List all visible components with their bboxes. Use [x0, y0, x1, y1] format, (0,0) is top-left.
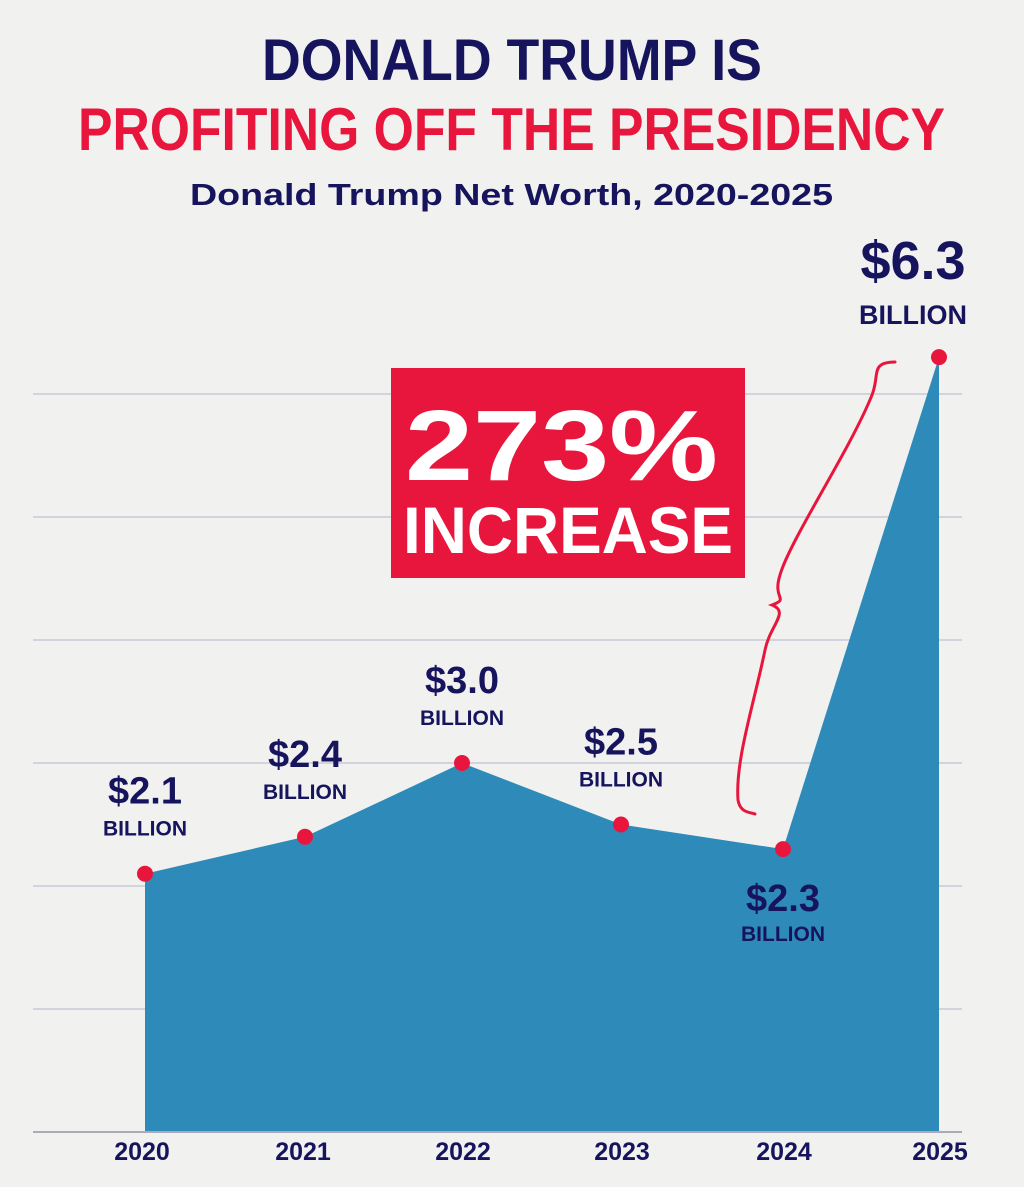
chart-subtitle: Donald Trump Net Worth, 2020-2025 [190, 177, 833, 212]
data-label-unit-2025: BILLION [859, 300, 967, 330]
data-label-unit-2023: BILLION [579, 769, 663, 792]
data-point-2020 [137, 865, 153, 882]
data-points [137, 349, 947, 882]
title-line-1: DONALD TRUMP IS [262, 28, 762, 93]
data-label-value-2020: $2.1 [108, 771, 182, 813]
x-tick-2020: 2020 [114, 1138, 170, 1166]
data-point-2024 [775, 841, 791, 858]
increase-brace [736, 360, 897, 816]
data-point-2023 [613, 816, 629, 833]
data-point-2022 [454, 755, 470, 771]
data-label-value-2021: $2.4 [268, 734, 342, 776]
data-labels: $2.1 BILLION $2.4 BILLION $3.0 BILLION $… [103, 231, 967, 946]
callout-percent: 273% [405, 390, 718, 502]
data-label-unit-2020: BILLION [103, 818, 187, 841]
net-worth-area [145, 357, 939, 1133]
data-label-unit-2022: BILLION [420, 707, 504, 730]
data-label-value-2023: $2.5 [584, 722, 658, 764]
x-tick-2024: 2024 [756, 1138, 812, 1166]
callout-box [391, 368, 745, 578]
data-label-unit-2021: BILLION [263, 781, 347, 804]
data-point-2021 [297, 828, 313, 845]
x-tick-2025: 2025 [912, 1138, 968, 1166]
data-label-value-2025: $6.3 [860, 231, 965, 291]
x-axis-labels: 2020 2021 2022 2023 2024 2025 [114, 1138, 968, 1166]
data-label-unit-2024: BILLION [741, 923, 825, 946]
x-tick-2023: 2023 [594, 1138, 650, 1166]
x-tick-2021: 2021 [275, 1138, 331, 1166]
data-label-value-2024: $2.3 [746, 878, 820, 920]
data-point-2025 [931, 349, 947, 366]
callout-label: INCREASE [403, 493, 733, 567]
title-line-2: PROFITING OFF THE PRESIDENCY [78, 96, 945, 163]
data-label-value-2022: $3.0 [425, 660, 499, 702]
x-tick-2022: 2022 [435, 1138, 491, 1166]
